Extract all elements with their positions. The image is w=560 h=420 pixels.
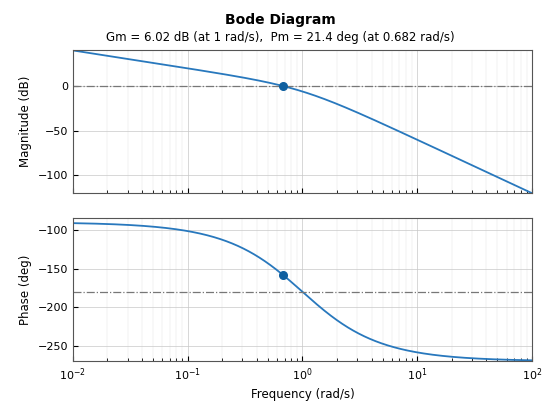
Y-axis label: Magnitude (dB): Magnitude (dB) [19,76,32,168]
Text: Bode Diagram: Bode Diagram [225,13,335,26]
Text: Gm = 6.02 dB (at 1 rad/s),  Pm = 21.4 deg (at 0.682 rad/s): Gm = 6.02 dB (at 1 rad/s), Pm = 21.4 deg… [106,32,454,45]
X-axis label: Frequency (rad/s): Frequency (rad/s) [250,388,354,401]
Y-axis label: Phase (deg): Phase (deg) [19,255,32,325]
